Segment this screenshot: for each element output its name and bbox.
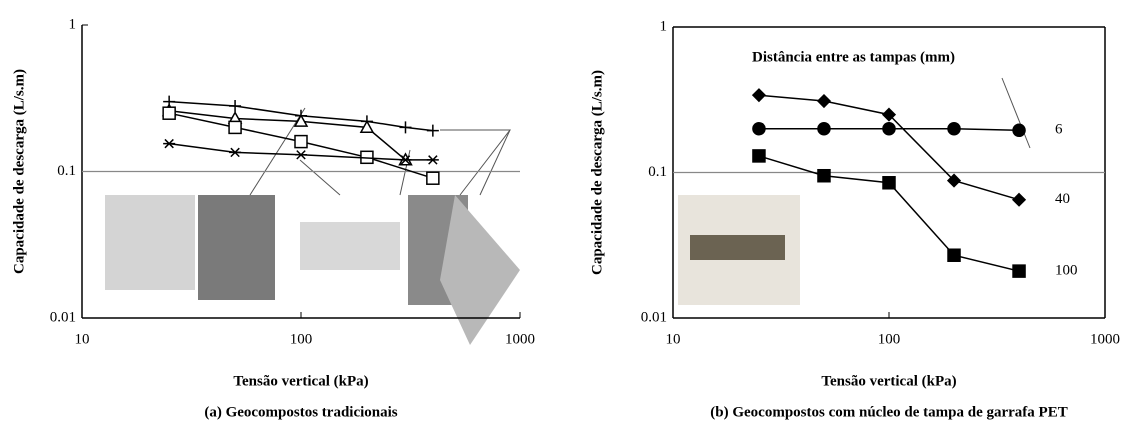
photo: [690, 235, 785, 260]
photo: [198, 195, 275, 300]
marker: [427, 125, 439, 137]
marker: [427, 156, 439, 164]
marker: [883, 123, 895, 135]
marker: [295, 136, 307, 148]
x-tick-label: 10: [75, 331, 90, 347]
series-label: 6: [1055, 122, 1063, 138]
marker: [399, 121, 411, 133]
legend-title: Distância entre as tampas (mm): [752, 49, 955, 65]
callout-line: [440, 130, 510, 195]
marker: [295, 151, 307, 159]
y-tick-label: 1: [660, 18, 668, 34]
marker: [1013, 194, 1025, 206]
marker: [818, 123, 830, 135]
marker: [818, 170, 830, 182]
x-axis-label: Tensão vertical (kPa): [821, 373, 956, 389]
marker: [1013, 265, 1025, 277]
marker: [229, 121, 241, 133]
marker: [229, 100, 241, 112]
page: 0.01 0.1 1 10 100 1000 Tensão vertical (kPa) (a…: [0, 0, 1147, 427]
marker: [427, 172, 439, 184]
marker: [883, 177, 895, 189]
series-label: 40: [1055, 191, 1070, 207]
marker: [163, 107, 175, 119]
y-tick-label: 1: [69, 16, 77, 32]
marker: [753, 89, 765, 101]
x-tick-label: 1000: [505, 331, 535, 347]
x-axis-label: Tensão vertical (kPa): [233, 373, 368, 389]
series-label: 100: [1055, 263, 1078, 279]
y-axis-label: Capacidade de descarga (L/s.m): [589, 70, 605, 275]
callout-line: [1002, 78, 1030, 148]
y-tick-label: 0.01: [641, 309, 667, 325]
y-tick-label: 0.1: [57, 163, 76, 179]
figure: 0.01 0.1 1 10 100 1000 Tensão vertical (kPa) (a…: [0, 0, 1147, 427]
marker: [753, 123, 765, 135]
x-tick-label: 100: [290, 331, 313, 347]
caption: (b) Geocompostos com núcleo de tampa de …: [710, 404, 1067, 420]
x-tick-label: 100: [878, 331, 901, 347]
caption: (a) Geocompostos tradicionais: [204, 404, 397, 420]
y-tick-label: 0.1: [648, 164, 667, 180]
photo: [105, 195, 195, 290]
marker: [753, 150, 765, 162]
x-tick-label: 1000: [1090, 331, 1120, 347]
x-tick-label: 10: [666, 331, 681, 347]
marker: [229, 148, 241, 156]
y-axis-label: Capacidade de descarga (L/s.m): [11, 69, 27, 274]
callout-line: [300, 160, 340, 195]
marker: [818, 95, 830, 107]
marker: [163, 139, 175, 147]
photo: [440, 195, 520, 345]
marker: [948, 123, 960, 135]
marker: [948, 249, 960, 261]
photo: [300, 222, 400, 270]
y-tick-label: 0.01: [50, 309, 76, 325]
marker: [1013, 124, 1025, 136]
